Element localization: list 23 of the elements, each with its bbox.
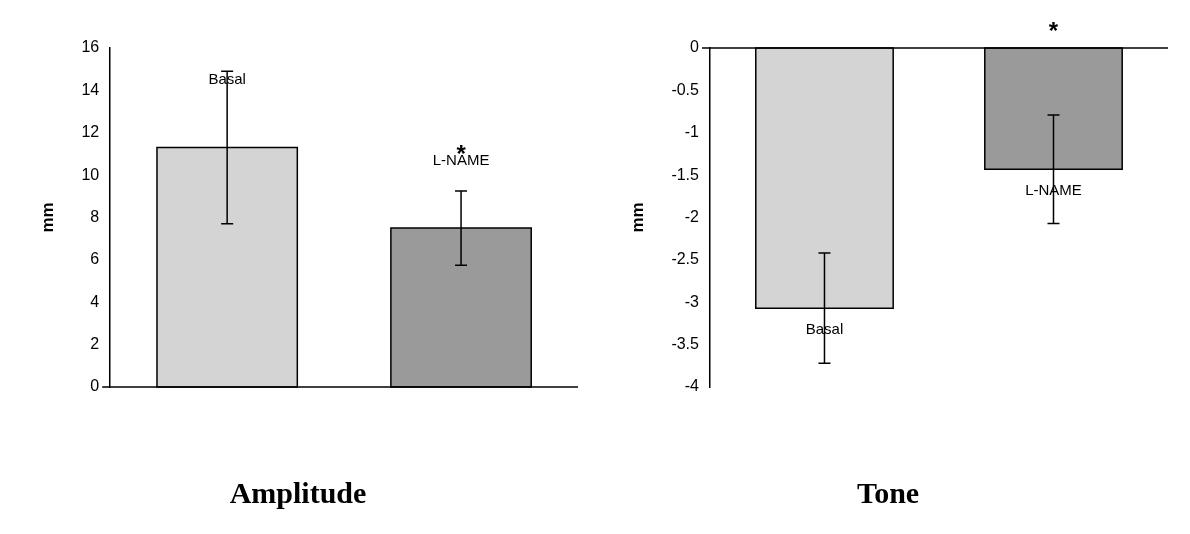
y-tick-label: -1 [684, 123, 700, 141]
y-tick-label: -4 [684, 377, 700, 395]
y-tick-label: 12 [81, 123, 100, 141]
text: Amplitude [229, 475, 367, 509]
y-tick-label: 0 [90, 377, 100, 395]
y-axis-title: mm [37, 202, 57, 233]
text: Tone [856, 475, 920, 509]
text: * [1048, 16, 1059, 44]
y-tick-label: 0 [690, 38, 700, 56]
y-tick-label: 8 [90, 207, 100, 225]
y-axis-title: mm [627, 202, 647, 233]
y-tick-label: -0.5 [671, 80, 700, 98]
y-tick-label: -3 [684, 292, 700, 310]
y-tick-label: 10 [81, 165, 100, 183]
y-tick-label: -3.5 [671, 335, 700, 353]
y-tick-label: -2.5 [671, 250, 700, 268]
y-tick-label: 16 [81, 38, 100, 56]
y-tick-label: 2 [90, 335, 100, 353]
y-tick-label: -1.5 [671, 165, 700, 183]
y-tick-label: 6 [90, 250, 100, 268]
y-tick-label: 14 [81, 80, 100, 98]
y-tick-label: -2 [684, 207, 700, 225]
y-tick-label: 4 [90, 292, 100, 310]
